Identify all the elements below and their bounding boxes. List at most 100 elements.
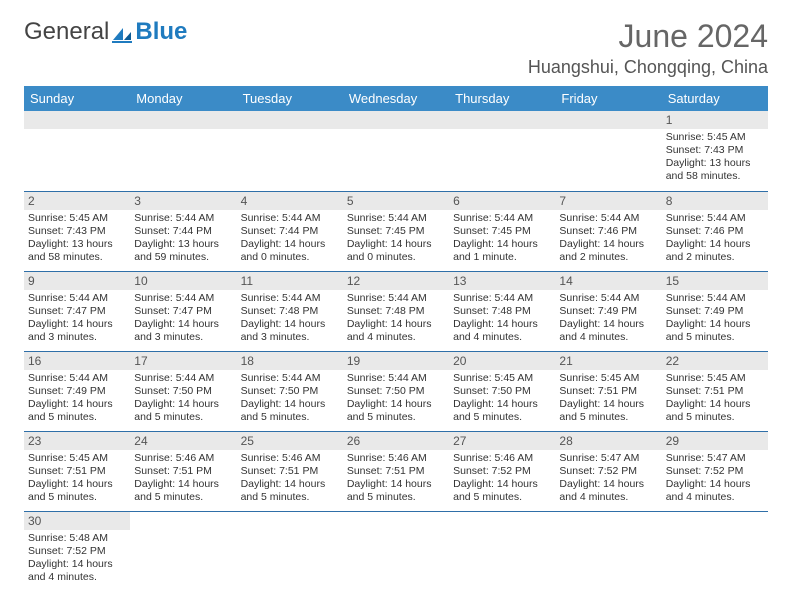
sunrise-line: Sunrise: 5:44 AM	[241, 372, 339, 385]
day-number: 6	[449, 192, 555, 210]
sunrise-line: Sunrise: 5:45 AM	[666, 372, 764, 385]
day-number: 18	[237, 352, 343, 370]
day-details: Sunrise: 5:45 AMSunset: 7:51 PMDaylight:…	[555, 370, 661, 429]
daylight-line: Daylight: 14 hours and 5 minutes.	[241, 478, 339, 504]
day-details: Sunrise: 5:44 AMSunset: 7:50 PMDaylight:…	[237, 370, 343, 429]
sunrise-line: Sunrise: 5:45 AM	[453, 372, 551, 385]
calendar-table: SundayMondayTuesdayWednesdayThursdayFrid…	[24, 86, 768, 591]
sunset-line: Sunset: 7:50 PM	[453, 385, 551, 398]
daylight-line: Daylight: 14 hours and 5 minutes.	[134, 478, 232, 504]
daylight-line: Daylight: 14 hours and 4 minutes.	[666, 478, 764, 504]
calendar-cell: 3Sunrise: 5:44 AMSunset: 7:44 PMDaylight…	[130, 191, 236, 271]
sunset-line: Sunset: 7:44 PM	[134, 225, 232, 238]
day-details: Sunrise: 5:48 AMSunset: 7:52 PMDaylight:…	[24, 530, 130, 589]
calendar-cell: 21Sunrise: 5:45 AMSunset: 7:51 PMDayligh…	[555, 351, 661, 431]
day-details: Sunrise: 5:47 AMSunset: 7:52 PMDaylight:…	[662, 450, 768, 509]
sunset-line: Sunset: 7:51 PM	[241, 465, 339, 478]
day-number: 20	[449, 352, 555, 370]
title-block: June 2024 Huangshui, Chongqing, China	[528, 18, 768, 78]
sunrise-line: Sunrise: 5:44 AM	[28, 292, 126, 305]
sunset-line: Sunset: 7:47 PM	[134, 305, 232, 318]
daylight-line: Daylight: 14 hours and 5 minutes.	[453, 398, 551, 424]
sunrise-line: Sunrise: 5:46 AM	[453, 452, 551, 465]
sunset-line: Sunset: 7:47 PM	[28, 305, 126, 318]
sunrise-line: Sunrise: 5:46 AM	[134, 452, 232, 465]
daylight-line: Daylight: 14 hours and 4 minutes.	[559, 318, 657, 344]
day-number: 30	[24, 512, 130, 530]
daylight-line: Daylight: 14 hours and 5 minutes.	[28, 478, 126, 504]
brand-part1: General	[24, 18, 109, 46]
day-details: Sunrise: 5:46 AMSunset: 7:51 PMDaylight:…	[130, 450, 236, 509]
calendar-cell: 24Sunrise: 5:46 AMSunset: 7:51 PMDayligh…	[130, 431, 236, 511]
sunset-line: Sunset: 7:49 PM	[666, 305, 764, 318]
daylight-line: Daylight: 14 hours and 5 minutes.	[666, 318, 764, 344]
day-details: Sunrise: 5:44 AMSunset: 7:44 PMDaylight:…	[237, 210, 343, 269]
day-details: Sunrise: 5:44 AMSunset: 7:48 PMDaylight:…	[237, 290, 343, 349]
calendar-cell: 13Sunrise: 5:44 AMSunset: 7:48 PMDayligh…	[449, 271, 555, 351]
daylight-line: Daylight: 14 hours and 4 minutes.	[347, 318, 445, 344]
daylight-line: Daylight: 14 hours and 1 minute.	[453, 238, 551, 264]
sunset-line: Sunset: 7:51 PM	[28, 465, 126, 478]
day-number: 8	[662, 192, 768, 210]
day-number: 4	[237, 192, 343, 210]
daylight-line: Daylight: 14 hours and 4 minutes.	[28, 558, 126, 584]
weekday-header: Sunday	[24, 86, 130, 111]
day-details: Sunrise: 5:45 AMSunset: 7:50 PMDaylight:…	[449, 370, 555, 429]
sunrise-line: Sunrise: 5:44 AM	[241, 212, 339, 225]
sunrise-line: Sunrise: 5:44 AM	[666, 292, 764, 305]
sunrise-line: Sunrise: 5:44 AM	[347, 292, 445, 305]
sunrise-line: Sunrise: 5:47 AM	[666, 452, 764, 465]
day-details: Sunrise: 5:45 AMSunset: 7:43 PMDaylight:…	[662, 129, 768, 188]
sunset-line: Sunset: 7:48 PM	[241, 305, 339, 318]
calendar-cell: 7Sunrise: 5:44 AMSunset: 7:46 PMDaylight…	[555, 191, 661, 271]
daylight-line: Daylight: 14 hours and 0 minutes.	[241, 238, 339, 264]
calendar-cell: 22Sunrise: 5:45 AMSunset: 7:51 PMDayligh…	[662, 351, 768, 431]
day-number: 10	[130, 272, 236, 290]
weekday-header: Tuesday	[237, 86, 343, 111]
weekday-header: Friday	[555, 86, 661, 111]
daylight-line: Daylight: 14 hours and 0 minutes.	[347, 238, 445, 264]
day-details: Sunrise: 5:44 AMSunset: 7:48 PMDaylight:…	[449, 290, 555, 349]
day-details: Sunrise: 5:44 AMSunset: 7:49 PMDaylight:…	[555, 290, 661, 349]
day-number: 28	[555, 432, 661, 450]
calendar-cell	[343, 511, 449, 591]
sunrise-line: Sunrise: 5:44 AM	[347, 212, 445, 225]
day-details: Sunrise: 5:45 AMSunset: 7:51 PMDaylight:…	[24, 450, 130, 509]
sunrise-line: Sunrise: 5:44 AM	[453, 292, 551, 305]
daylight-line: Daylight: 14 hours and 4 minutes.	[453, 318, 551, 344]
daylight-line: Daylight: 14 hours and 2 minutes.	[559, 238, 657, 264]
day-number: 5	[343, 192, 449, 210]
calendar-cell: 8Sunrise: 5:44 AMSunset: 7:46 PMDaylight…	[662, 191, 768, 271]
calendar-cell: 6Sunrise: 5:44 AMSunset: 7:45 PMDaylight…	[449, 191, 555, 271]
header: General Blue June 2024 Huangshui, Chongq…	[24, 18, 768, 78]
brand-logo: General Blue	[24, 18, 187, 46]
sunrise-line: Sunrise: 5:45 AM	[666, 131, 764, 144]
sunset-line: Sunset: 7:43 PM	[666, 144, 764, 157]
calendar-cell: 18Sunrise: 5:44 AMSunset: 7:50 PMDayligh…	[237, 351, 343, 431]
day-number: 7	[555, 192, 661, 210]
day-details: Sunrise: 5:44 AMSunset: 7:50 PMDaylight:…	[130, 370, 236, 429]
sunrise-line: Sunrise: 5:44 AM	[134, 212, 232, 225]
day-details: Sunrise: 5:45 AMSunset: 7:43 PMDaylight:…	[24, 210, 130, 269]
daylight-line: Daylight: 14 hours and 5 minutes.	[347, 478, 445, 504]
day-number: 27	[449, 432, 555, 450]
calendar-cell: 25Sunrise: 5:46 AMSunset: 7:51 PMDayligh…	[237, 431, 343, 511]
sunrise-line: Sunrise: 5:44 AM	[241, 292, 339, 305]
calendar-cell	[130, 111, 236, 191]
sunrise-line: Sunrise: 5:45 AM	[559, 372, 657, 385]
calendar-cell: 4Sunrise: 5:44 AMSunset: 7:44 PMDaylight…	[237, 191, 343, 271]
day-number: 3	[130, 192, 236, 210]
month-title: June 2024	[528, 18, 768, 55]
calendar-cell	[343, 111, 449, 191]
sunset-line: Sunset: 7:50 PM	[134, 385, 232, 398]
day-number: 22	[662, 352, 768, 370]
day-number: 17	[130, 352, 236, 370]
sunrise-line: Sunrise: 5:44 AM	[28, 372, 126, 385]
daylight-line: Daylight: 13 hours and 58 minutes.	[666, 157, 764, 183]
sunset-line: Sunset: 7:52 PM	[453, 465, 551, 478]
sunrise-line: Sunrise: 5:45 AM	[28, 212, 126, 225]
sunset-line: Sunset: 7:46 PM	[666, 225, 764, 238]
calendar-cell: 5Sunrise: 5:44 AMSunset: 7:45 PMDaylight…	[343, 191, 449, 271]
calendar-cell: 30Sunrise: 5:48 AMSunset: 7:52 PMDayligh…	[24, 511, 130, 591]
daylight-line: Daylight: 14 hours and 5 minutes.	[453, 478, 551, 504]
